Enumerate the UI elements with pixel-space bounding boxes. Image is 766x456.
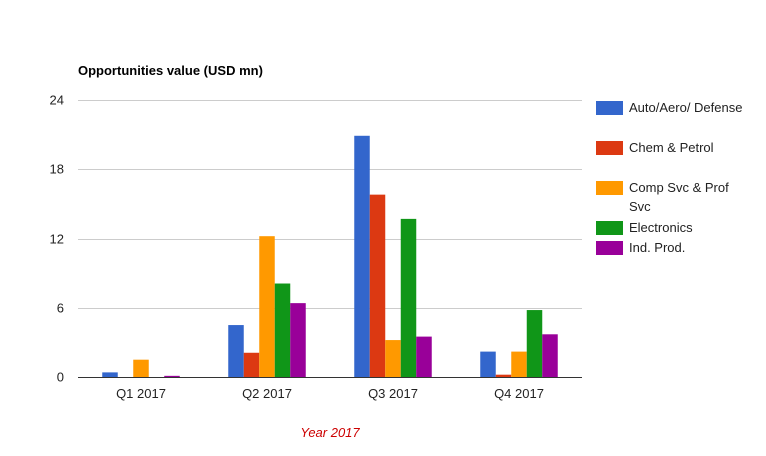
y-tick-label: 12: [50, 232, 64, 247]
bar: [400, 218, 417, 377]
y-axis-ticks: 0 6 12 18 24: [50, 93, 64, 385]
bar: [385, 340, 401, 377]
x-axis-title: Year 2017: [300, 425, 360, 440]
y-tick-label: 6: [57, 301, 64, 316]
bar: [274, 283, 291, 377]
x-tick-label: Q2 2017: [242, 386, 292, 401]
legend-item: Auto/Aero/ Defense: [596, 98, 756, 138]
legend-label: Electronics: [629, 220, 693, 235]
bars: [102, 135, 558, 377]
legend-item: Comp Svc & Prof Svc: [596, 178, 756, 218]
x-tick-label: Q1 2017: [116, 386, 166, 401]
legend-swatch: [596, 241, 623, 255]
gridlines: [78, 100, 582, 309]
legend-label: Ind. Prod.: [629, 240, 686, 255]
bar: [542, 334, 558, 377]
bar: [354, 135, 370, 377]
legend: Auto/Aero/ Defense Chem & Petrol Comp Sv…: [596, 98, 756, 258]
legend-label: Auto/Aero/ Defense: [629, 100, 743, 115]
x-tick-label: Q4 2017: [494, 386, 544, 401]
bar: [243, 352, 260, 377]
bar: [259, 236, 275, 377]
legend-swatch: [596, 101, 623, 115]
bar: [495, 374, 512, 377]
legend-label: Comp Svc & Prof Svc: [629, 180, 729, 214]
bar: [416, 336, 432, 377]
bar: [228, 325, 244, 377]
bar: [369, 194, 386, 377]
legend-item: Ind. Prod.: [596, 238, 756, 258]
legend-item: Electronics: [596, 218, 756, 238]
legend-label: Chem & Petrol: [629, 140, 714, 155]
y-tick-label: 18: [50, 162, 64, 177]
legend-item: Chem & Petrol: [596, 138, 756, 178]
legend-swatch: [596, 221, 623, 235]
x-axis-ticks: Q1 2017 Q2 2017 Q3 2017 Q4 2017: [116, 386, 544, 401]
bar: [511, 351, 527, 377]
bar: [133, 359, 149, 377]
bar: [526, 310, 543, 377]
bar: [102, 372, 118, 377]
x-tick-label: Q3 2017: [368, 386, 418, 401]
y-tick-label: 24: [50, 93, 64, 108]
chart-title: Opportunities value (USD mn): [78, 63, 263, 78]
y-tick-label: 0: [57, 370, 64, 385]
bar: [164, 375, 180, 377]
legend-swatch: [596, 181, 623, 195]
bar: [290, 303, 306, 377]
bar: [480, 351, 496, 377]
legend-swatch: [596, 141, 623, 155]
